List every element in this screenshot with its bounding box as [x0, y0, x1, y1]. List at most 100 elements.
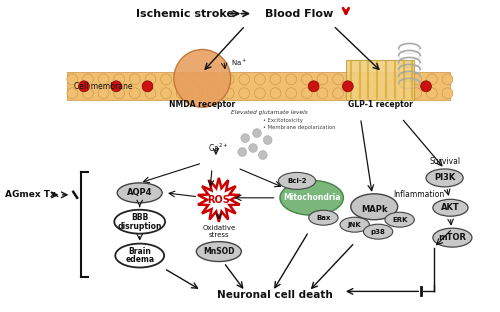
- Circle shape: [308, 81, 319, 92]
- Ellipse shape: [280, 180, 344, 215]
- Circle shape: [238, 148, 246, 157]
- Circle shape: [380, 88, 390, 99]
- Ellipse shape: [433, 228, 472, 247]
- Ellipse shape: [114, 210, 165, 234]
- Circle shape: [82, 88, 94, 99]
- Circle shape: [264, 136, 272, 144]
- Circle shape: [239, 88, 250, 99]
- Circle shape: [286, 74, 296, 85]
- Text: Survival: Survival: [429, 158, 460, 167]
- Circle shape: [258, 150, 267, 159]
- Circle shape: [348, 74, 359, 85]
- Text: MAPk: MAPk: [361, 205, 388, 214]
- Circle shape: [192, 88, 202, 99]
- Text: Ca$^{2+}$: Ca$^{2+}$: [208, 142, 228, 154]
- Circle shape: [317, 74, 328, 85]
- Circle shape: [176, 88, 187, 99]
- Text: edema: edema: [125, 255, 154, 264]
- Text: Oxidative: Oxidative: [202, 225, 235, 231]
- Circle shape: [160, 74, 172, 85]
- Ellipse shape: [116, 244, 164, 267]
- Circle shape: [442, 88, 453, 99]
- Text: p38: p38: [370, 229, 386, 235]
- Ellipse shape: [426, 169, 463, 187]
- Circle shape: [342, 81, 353, 92]
- Ellipse shape: [174, 50, 231, 107]
- Circle shape: [380, 74, 390, 85]
- Circle shape: [395, 88, 406, 99]
- Ellipse shape: [117, 183, 162, 203]
- Text: • Membrane depolarization: • Membrane depolarization: [263, 124, 336, 129]
- Circle shape: [442, 74, 453, 85]
- Circle shape: [426, 88, 438, 99]
- Circle shape: [252, 129, 262, 138]
- Text: MnSOD: MnSOD: [203, 247, 234, 256]
- Text: Blood Flow: Blood Flow: [265, 9, 333, 19]
- Circle shape: [426, 74, 438, 85]
- Circle shape: [239, 74, 250, 85]
- Circle shape: [114, 88, 124, 99]
- Text: NMDA receptor: NMDA receptor: [169, 100, 235, 109]
- Ellipse shape: [340, 217, 370, 232]
- Ellipse shape: [385, 212, 414, 227]
- Circle shape: [145, 74, 156, 85]
- Text: • Excitotoxicity: • Excitotoxicity: [263, 118, 302, 123]
- Circle shape: [395, 74, 406, 85]
- Text: disruption: disruption: [118, 222, 162, 231]
- Text: Bcl-2: Bcl-2: [288, 178, 307, 184]
- Text: stress: stress: [208, 232, 229, 238]
- Ellipse shape: [196, 241, 242, 261]
- Text: JNK: JNK: [348, 222, 362, 228]
- Circle shape: [223, 88, 234, 99]
- Polygon shape: [198, 178, 240, 222]
- Text: AKT: AKT: [441, 203, 460, 212]
- Circle shape: [332, 88, 344, 99]
- Text: Cell membrane: Cell membrane: [74, 82, 133, 91]
- Circle shape: [411, 88, 422, 99]
- Circle shape: [208, 88, 218, 99]
- Text: Ischemic stroke: Ischemic stroke: [136, 9, 234, 19]
- Circle shape: [78, 81, 90, 92]
- Circle shape: [130, 74, 140, 85]
- Circle shape: [98, 88, 109, 99]
- Text: PI3K: PI3K: [434, 173, 455, 183]
- Circle shape: [160, 88, 172, 99]
- Bar: [346, 61, 414, 100]
- Text: ROS: ROS: [208, 195, 231, 205]
- Text: mTOR: mTOR: [438, 233, 466, 242]
- Text: AQP4: AQP4: [127, 188, 152, 197]
- Circle shape: [270, 74, 281, 85]
- Circle shape: [364, 88, 374, 99]
- Circle shape: [411, 74, 422, 85]
- Bar: [68, 72, 450, 100]
- Ellipse shape: [309, 210, 338, 225]
- Circle shape: [176, 74, 187, 85]
- Circle shape: [248, 144, 258, 153]
- Circle shape: [286, 88, 296, 99]
- Circle shape: [67, 88, 78, 99]
- Text: AGmex Tx.: AGmex Tx.: [5, 190, 60, 199]
- Circle shape: [241, 134, 250, 143]
- Circle shape: [111, 81, 122, 92]
- Circle shape: [317, 88, 328, 99]
- Circle shape: [67, 74, 78, 85]
- Ellipse shape: [364, 224, 393, 239]
- Ellipse shape: [278, 173, 316, 189]
- Ellipse shape: [351, 194, 398, 220]
- Circle shape: [420, 81, 432, 92]
- Text: ERK: ERK: [392, 217, 407, 223]
- Text: Brain: Brain: [128, 247, 151, 256]
- Circle shape: [130, 88, 140, 99]
- Ellipse shape: [433, 199, 468, 216]
- Circle shape: [364, 74, 374, 85]
- Text: Inflammation: Inflammation: [394, 190, 445, 199]
- Circle shape: [302, 74, 312, 85]
- Circle shape: [114, 74, 124, 85]
- Circle shape: [254, 74, 266, 85]
- Text: BBB: BBB: [131, 213, 148, 222]
- Circle shape: [145, 88, 156, 99]
- Circle shape: [270, 88, 281, 99]
- Circle shape: [254, 88, 266, 99]
- Text: GLP-1 receptor: GLP-1 receptor: [348, 100, 412, 109]
- Circle shape: [192, 74, 202, 85]
